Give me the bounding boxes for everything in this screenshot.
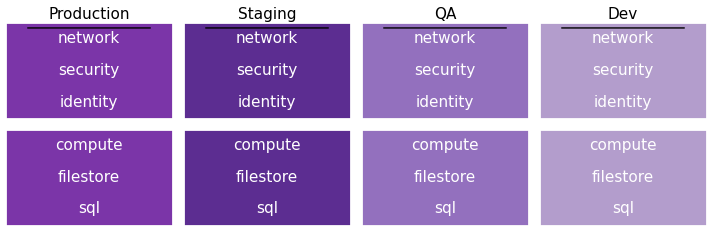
Text: network: network: [592, 31, 654, 46]
Text: compute: compute: [56, 138, 122, 153]
Text: filestore: filestore: [592, 170, 654, 185]
FancyBboxPatch shape: [6, 22, 172, 119]
FancyBboxPatch shape: [184, 129, 350, 226]
Text: sql: sql: [256, 201, 278, 217]
Text: sql: sql: [78, 201, 100, 217]
FancyBboxPatch shape: [6, 129, 172, 226]
Text: identity: identity: [594, 95, 652, 110]
Text: security: security: [592, 63, 654, 78]
Text: identity: identity: [60, 95, 118, 110]
Text: Production: Production: [48, 7, 130, 22]
Text: network: network: [236, 31, 298, 46]
Text: Staging: Staging: [238, 7, 296, 22]
Text: Dev: Dev: [608, 7, 638, 22]
Text: network: network: [58, 31, 120, 46]
Text: security: security: [414, 63, 476, 78]
Text: filestore: filestore: [414, 170, 476, 185]
FancyBboxPatch shape: [184, 22, 350, 119]
Text: network: network: [414, 31, 476, 46]
FancyBboxPatch shape: [362, 22, 528, 119]
Text: identity: identity: [416, 95, 474, 110]
Text: compute: compute: [234, 138, 300, 153]
Text: sql: sql: [434, 201, 456, 217]
Text: identity: identity: [238, 95, 296, 110]
Text: filestore: filestore: [236, 170, 298, 185]
Text: filestore: filestore: [58, 170, 120, 185]
Text: security: security: [236, 63, 298, 78]
Text: compute: compute: [590, 138, 656, 153]
FancyBboxPatch shape: [540, 129, 706, 226]
Text: QA: QA: [434, 7, 456, 22]
FancyBboxPatch shape: [540, 22, 706, 119]
Text: sql: sql: [612, 201, 634, 217]
Text: security: security: [58, 63, 120, 78]
Text: compute: compute: [412, 138, 478, 153]
FancyBboxPatch shape: [362, 129, 528, 226]
